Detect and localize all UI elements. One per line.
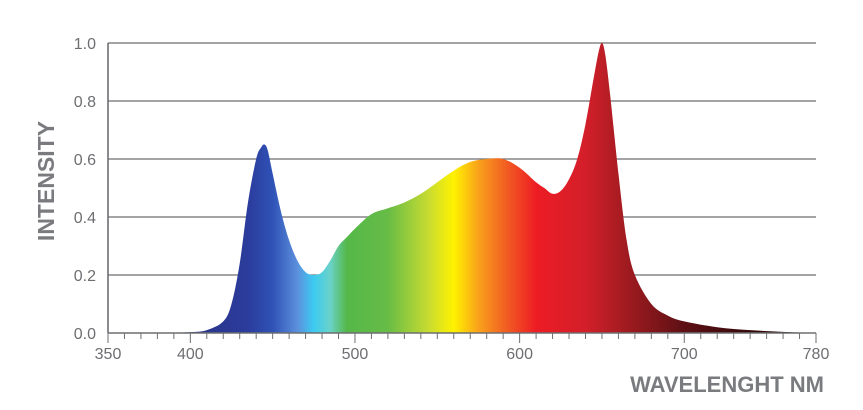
y-tick-label: 0.0 bbox=[74, 326, 96, 343]
x-tick-label: 700 bbox=[671, 346, 698, 363]
y-tick-label: 0.6 bbox=[74, 152, 96, 169]
x-tick-label: 500 bbox=[342, 346, 369, 363]
y-axis-title: INTENSITY bbox=[33, 121, 59, 241]
x-tick-label: 400 bbox=[177, 346, 204, 363]
y-tick-label: 0.2 bbox=[74, 268, 96, 285]
spectrum-area bbox=[157, 42, 816, 333]
y-ticks: 0.0 0.2 0.4 0.6 0.8 1.0 bbox=[74, 36, 96, 343]
axes bbox=[107, 43, 816, 334]
x-tick-label: 780 bbox=[803, 346, 830, 363]
x-ticks: 350 400 500 600 700 780 bbox=[95, 333, 830, 363]
x-tick-label: 600 bbox=[506, 346, 533, 363]
x-tick-label: 350 bbox=[95, 346, 122, 363]
y-tick-label: 1.0 bbox=[74, 36, 96, 53]
y-tick-label: 0.8 bbox=[74, 94, 96, 111]
gridlines bbox=[108, 42, 816, 276]
y-tick-label: 0.4 bbox=[74, 210, 96, 227]
x-axis-title: WAVELENGHT NM bbox=[630, 372, 824, 397]
